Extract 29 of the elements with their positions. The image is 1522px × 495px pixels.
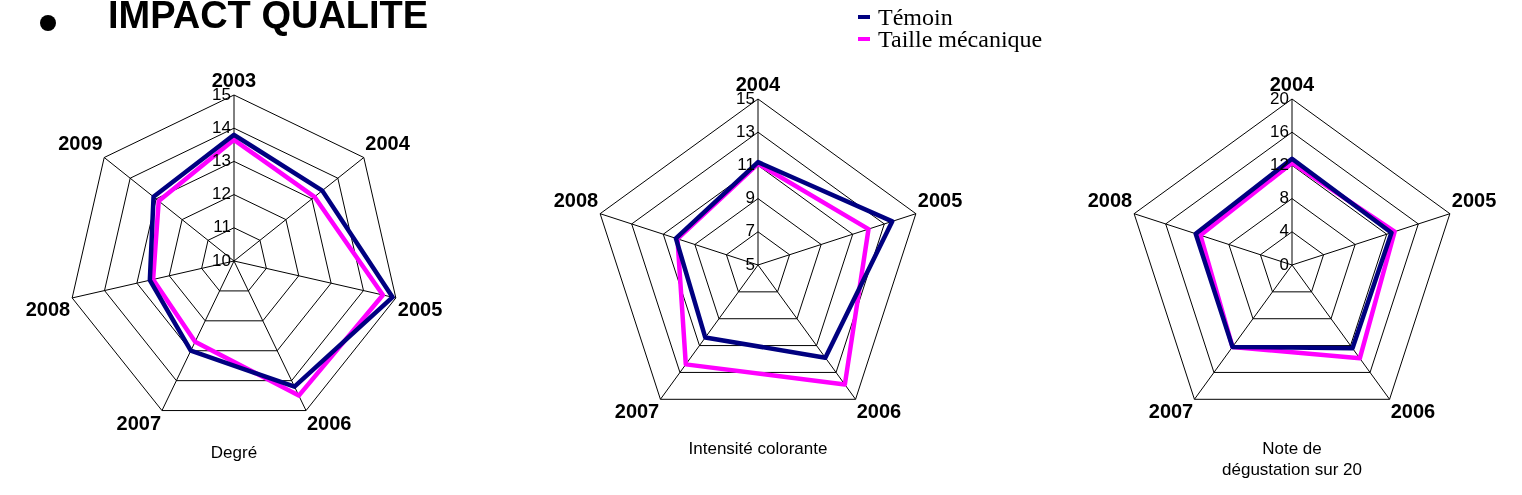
y-tick-label: 11 (737, 155, 755, 175)
spoke-label: 2007 (116, 411, 162, 434)
y-tick-label: 7 (745, 221, 755, 241)
y-tick-label: 13 (736, 121, 755, 141)
spoke-label: 2007 (614, 400, 660, 423)
spoke-label: 2009 (58, 131, 103, 154)
spoke-label: 2006 (1390, 400, 1436, 423)
text: Degré (209, 442, 259, 463)
spoke-label: 2005 (1451, 188, 1497, 211)
spoke-label: 2004 (365, 131, 411, 154)
y-tick-label: 14 (212, 117, 231, 137)
spoke-label: 2005 (917, 188, 963, 211)
text: Note de dégustation sur 20 (1221, 438, 1363, 480)
y-tick-label: 4 (1279, 221, 1289, 241)
spoke-label: 2008 (25, 297, 71, 320)
y-tick-label: 9 (745, 188, 755, 208)
y-tick-label: 11 (213, 217, 231, 237)
spoke-label: 2006 (856, 400, 902, 423)
spoke-label: 2008 (1087, 188, 1133, 211)
y-tick-label: 8 (1279, 188, 1289, 208)
spoke-label: 2006 (306, 411, 352, 434)
y-tick-label: 16 (1270, 121, 1289, 141)
spoke-label: 2008 (553, 188, 599, 211)
chart-title: IMPACT QUALITE (108, 0, 429, 37)
text: Intensité colorante (687, 438, 829, 459)
y-tick-label: 13 (212, 151, 231, 171)
spoke-label: 2007 (1148, 400, 1194, 423)
y-tick-label: 12 (212, 184, 231, 204)
spoke-label: 2005 (397, 297, 443, 320)
